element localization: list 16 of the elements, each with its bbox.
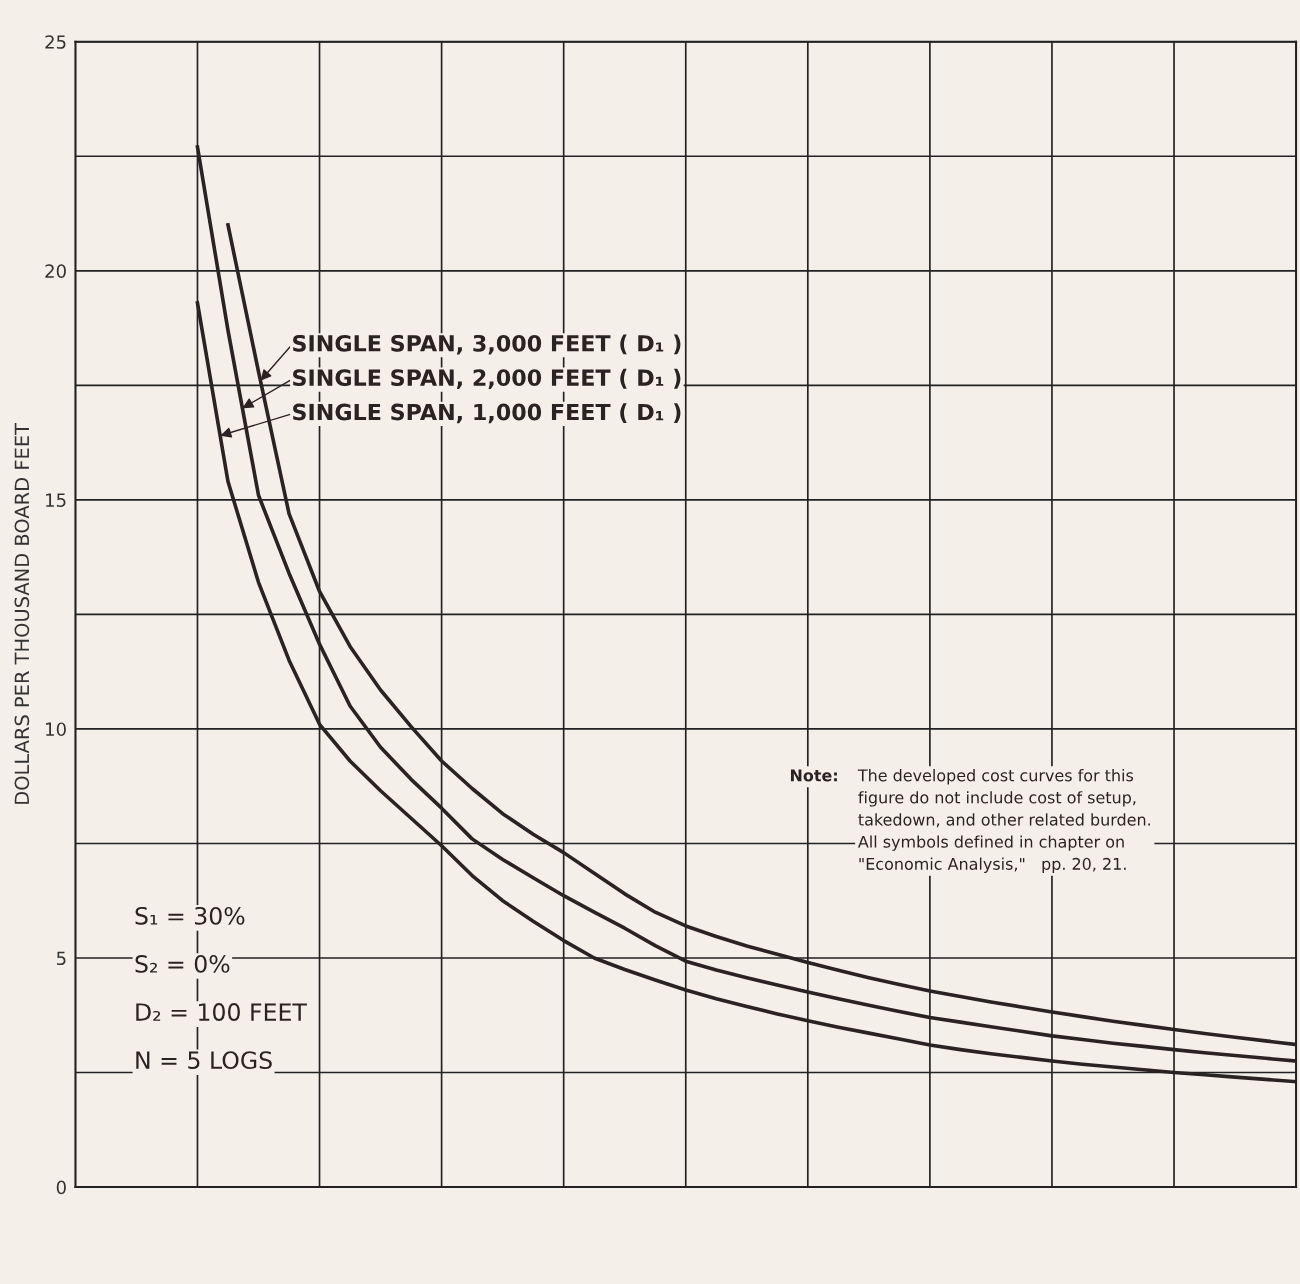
y-tick-label: 25	[45, 35, 66, 49]
legend-label: SINGLE SPAN, 2,000 FEET ( D₁ )	[293, 368, 681, 389]
y-tick-label: 15	[46, 493, 66, 507]
annotation: S₂ = 0%	[135, 955, 230, 973]
annotation: S₁ = 30%	[135, 906, 245, 925]
series-label: SINGLE SPAN, 3,000 FEET ( D₁ )	[293, 334, 681, 355]
y-axis-title: DOLLARS PER THOUSAND BOARD FEET	[14, 422, 30, 804]
y-tick-label: 20	[45, 264, 66, 278]
annotation: Note:	[790, 769, 837, 782]
annotation: D₂ = 100 FEET	[136, 1003, 307, 1021]
y-tick-label: 10	[46, 722, 66, 737]
y-tick-label: 0	[56, 1180, 66, 1195]
y-tick-label: 5	[56, 951, 66, 966]
annotation: The developed cost curves for this figure do not include cost of setup, takedown, and other related burden. All symbols defined in chapter on "Economic Analysis," pp. 20, 21.	[857, 769, 1150, 873]
legend-label: SINGLE SPAN, 1,000 FEET ( D₁ )	[293, 403, 681, 424]
annotation: N = 5 LOGS	[136, 1051, 272, 1070]
